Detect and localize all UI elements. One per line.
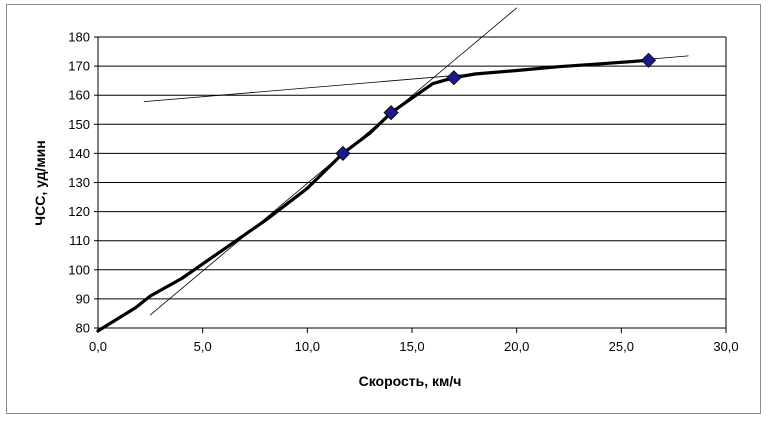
x-tick-label: 10,0 (295, 339, 320, 354)
y-axis-title: ЧСС, уд/мин (32, 140, 48, 225)
y-tick-labels: 80 90 100 110 120 130 140 150 160 170 180 (68, 30, 90, 336)
x-axis-title: Скорость, км/ч (359, 373, 462, 389)
y-tick-label: 130 (68, 175, 90, 190)
x-tick-label: 5,0 (194, 339, 212, 354)
grid-lines (98, 36, 726, 329)
x-tick-label: 15,0 (399, 339, 424, 354)
y-tick-label: 80 (76, 321, 90, 336)
trend-line (143, 55, 689, 102)
x-tick-label: 25,0 (609, 339, 634, 354)
y-tick-label: 110 (69, 233, 90, 248)
series-lines (96, 7, 689, 333)
chart-frame (6, 4, 761, 414)
x-tick-label: 0,0 (89, 339, 107, 354)
data-point-marker (335, 145, 351, 161)
y-tick-label: 160 (68, 88, 90, 103)
series-markers (335, 52, 657, 161)
heart-rate-line (96, 58, 651, 333)
data-point-marker (446, 70, 462, 86)
data-point-marker (383, 105, 399, 121)
data-point-marker (640, 52, 657, 68)
y-tick-label: 180 (68, 30, 90, 45)
trend-line (149, 7, 518, 316)
x-tick-label: 30,0 (713, 339, 738, 354)
y-tick-label: 150 (68, 117, 90, 132)
y-tick-label: 90 (76, 291, 90, 306)
y-tick-label: 140 (68, 146, 90, 161)
y-tick-label: 120 (68, 204, 90, 219)
x-tick-labels: 0,0 5,0 10,0 15,0 20,0 25,0 30,0 (89, 339, 739, 354)
axes (94, 36, 727, 333)
x-tick-label: 20,0 (504, 339, 529, 354)
y-tick-label: 170 (68, 59, 90, 74)
y-tick-label: 100 (68, 262, 90, 277)
